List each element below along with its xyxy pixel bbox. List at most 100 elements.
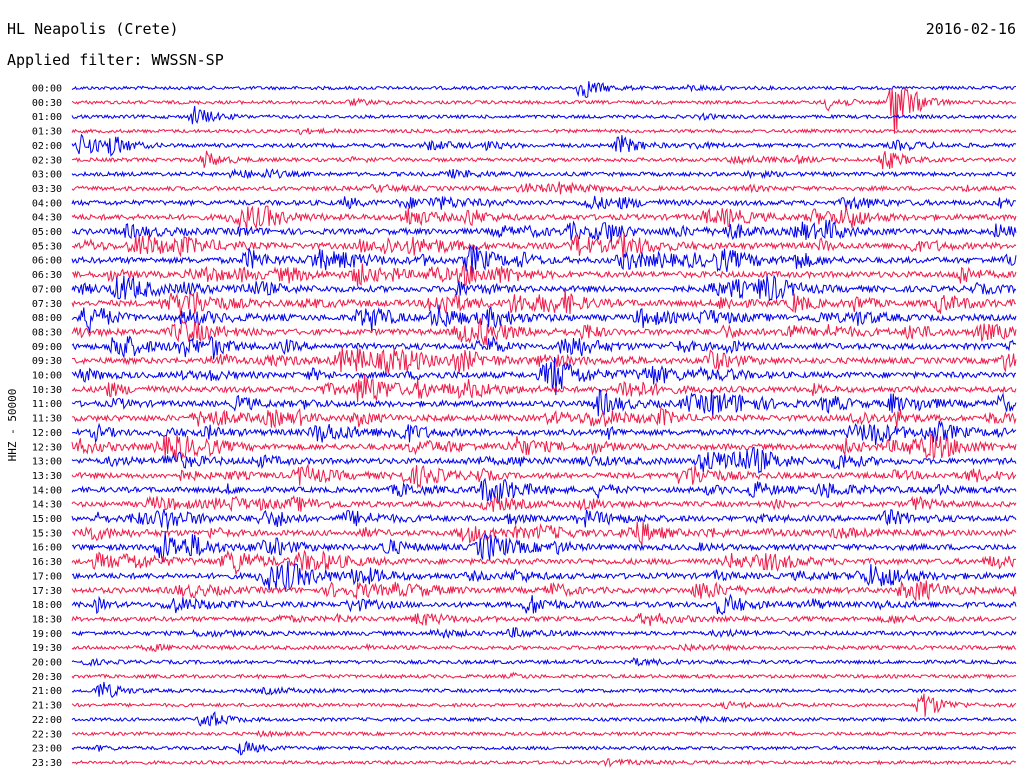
row-tick-label: 09:30 xyxy=(32,356,62,367)
trace-row-13 xyxy=(71,263,1017,287)
trace-row-34 xyxy=(71,560,1017,592)
row-tick-label: 11:00 xyxy=(32,399,62,410)
row-tick-label: 19:30 xyxy=(32,643,62,654)
trace-row-35 xyxy=(71,580,1017,602)
row-tick-label: 07:00 xyxy=(32,284,62,295)
row-tick-label: 17:00 xyxy=(32,571,62,582)
trace-row-40 xyxy=(71,657,1017,668)
row-tick-label: 01:00 xyxy=(32,112,62,123)
trace-row-43 xyxy=(71,693,1017,717)
row-tick-label: 04:30 xyxy=(32,213,62,224)
trace-row-26 xyxy=(71,446,1017,474)
trace-row-47 xyxy=(71,757,1017,768)
row-tick-label: 22:00 xyxy=(32,715,62,726)
trace-row-38 xyxy=(71,626,1017,639)
trace-row-37 xyxy=(71,612,1017,627)
trace-row-42 xyxy=(71,681,1017,699)
row-tick-label: 19:00 xyxy=(32,629,62,640)
trace-row-21 xyxy=(71,374,1017,403)
trace-row-4 xyxy=(71,133,1017,157)
trace-row-6 xyxy=(71,168,1017,180)
trace-row-27 xyxy=(71,463,1017,489)
trace-row-20 xyxy=(71,356,1017,396)
trace-row-11 xyxy=(71,232,1017,258)
trace-row-44 xyxy=(71,711,1017,727)
row-tick-label: 15:30 xyxy=(32,528,62,539)
row-tick-label: 05:00 xyxy=(32,227,62,238)
plot-date: 2016-02-16 xyxy=(925,20,1016,38)
row-tick-label: 05:30 xyxy=(32,241,62,252)
row-tick-label: 02:30 xyxy=(32,155,62,166)
trace-row-1 xyxy=(71,87,1016,134)
row-tick-label: 21:30 xyxy=(32,701,62,712)
row-tick-label: 08:00 xyxy=(32,313,62,324)
row-tick-label: 10:00 xyxy=(32,371,62,382)
row-tick-label: 08:30 xyxy=(32,327,62,338)
row-tick-label: 03:00 xyxy=(32,170,62,181)
trace-row-5 xyxy=(72,150,1017,169)
row-tick-label: 07:30 xyxy=(32,299,62,310)
row-tick-label: 13:30 xyxy=(32,471,62,482)
row-tick-label: 18:00 xyxy=(32,600,62,611)
trace-row-9 xyxy=(71,205,1017,231)
trace-row-18 xyxy=(71,335,1017,360)
row-tick-label: 01:30 xyxy=(32,127,62,138)
row-tick-label: 10:30 xyxy=(32,385,62,396)
row-tick-label: 20:30 xyxy=(32,672,62,683)
row-tick-label: 20:00 xyxy=(32,658,62,669)
trace-group xyxy=(71,81,1017,768)
trace-row-19 xyxy=(71,347,1017,374)
trace-row-24 xyxy=(71,420,1017,446)
row-tick-label: 00:30 xyxy=(32,98,62,109)
trace-row-23 xyxy=(71,407,1017,429)
row-tick-label: 14:00 xyxy=(32,485,62,496)
row-tick-label: 12:00 xyxy=(32,428,62,439)
trace-row-36 xyxy=(71,593,1017,616)
row-tick-label: 13:00 xyxy=(32,457,62,468)
row-tick-label: 16:00 xyxy=(32,543,62,554)
trace-row-25 xyxy=(71,433,1017,463)
row-tick-label: 00:00 xyxy=(32,84,62,95)
trace-row-31 xyxy=(71,521,1017,546)
trace-row-39 xyxy=(71,642,1017,653)
row-tick-label: 16:30 xyxy=(32,557,62,568)
trace-row-30 xyxy=(71,509,1017,530)
trace-row-15 xyxy=(71,289,1017,317)
trace-row-0 xyxy=(71,81,1017,98)
trace-row-45 xyxy=(71,729,1017,739)
y-axis-label: HHZ - 50000 xyxy=(6,389,19,462)
row-tick-label: 18:30 xyxy=(32,614,62,625)
trace-row-16 xyxy=(71,304,1017,334)
row-tick-label: 02:00 xyxy=(32,141,62,152)
trace-row-46 xyxy=(71,740,1017,756)
station-title: HL Neapolis (Crete) xyxy=(7,20,179,38)
row-tick-label: 22:30 xyxy=(32,729,62,740)
trace-row-2 xyxy=(71,105,1017,125)
row-tick-label: 17:30 xyxy=(32,586,62,597)
trace-row-32 xyxy=(71,531,1017,563)
trace-row-7 xyxy=(71,181,1017,195)
trace-row-10 xyxy=(71,219,1017,244)
row-tick-label: 04:00 xyxy=(32,198,62,209)
trace-row-3 xyxy=(71,127,1017,136)
row-tick-label: 12:30 xyxy=(32,442,62,453)
row-tick-label: 23:00 xyxy=(32,744,62,755)
trace-row-17 xyxy=(71,318,1017,346)
trace-row-28 xyxy=(71,477,1017,504)
row-tick-label: 23:30 xyxy=(32,758,62,769)
trace-row-8 xyxy=(71,195,1017,211)
row-tick-label: 06:00 xyxy=(32,256,62,267)
trace-row-29 xyxy=(71,495,1017,513)
row-tick-label: 14:30 xyxy=(32,500,62,511)
trace-row-14 xyxy=(71,274,1017,302)
trace-row-33 xyxy=(71,549,1017,575)
row-tick-label: 03:30 xyxy=(32,184,62,195)
row-tick-label: 09:00 xyxy=(32,342,62,353)
row-tick-label: 11:30 xyxy=(32,414,62,425)
trace-row-22 xyxy=(71,388,1017,418)
trace-row-12 xyxy=(71,244,1017,274)
row-tick-label: 06:30 xyxy=(32,270,62,281)
row-tick-label: 15:00 xyxy=(32,514,62,525)
trace-row-41 xyxy=(71,671,1017,680)
